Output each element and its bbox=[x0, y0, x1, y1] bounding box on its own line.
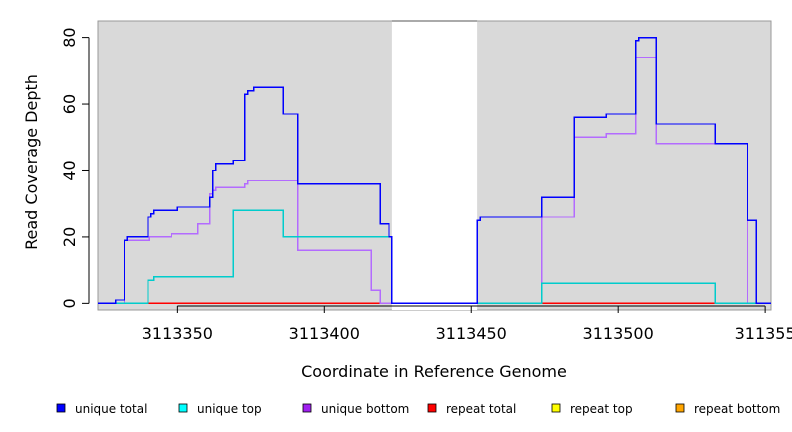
axes-layer: 0 20 40 60 80 3113350 3113400 3113450 3113500 311… bbox=[60, 27, 792, 343]
x-tick-label-3113400: 3113400 bbox=[289, 324, 360, 343]
legend: unique total unique top unique bottom repea… bbox=[56, 402, 780, 416]
y-tick-label-80: 80 bbox=[60, 27, 79, 47]
legend-swatch-repeat-bottom bbox=[675, 403, 685, 413]
y-tick-label-20: 20 bbox=[60, 227, 79, 247]
legend-label-repeat-bottom: repeat bottom bbox=[694, 402, 780, 416]
series-layer bbox=[98, 36, 771, 305]
legend-label-repeat-top: repeat top bbox=[570, 402, 633, 416]
x-tick-label-3113500: 3113500 bbox=[583, 324, 654, 343]
legend-swatch-unique-top bbox=[178, 403, 188, 413]
legend-swatch-repeat-total bbox=[427, 403, 437, 413]
legend-label-unique-top: unique top bbox=[197, 402, 262, 416]
legend-swatch-unique-bottom bbox=[302, 403, 312, 413]
y-tick-label-60: 60 bbox=[60, 94, 79, 114]
x-axis-title: Coordinate in Reference Genome bbox=[301, 362, 567, 381]
series-line-unique-top bbox=[98, 209, 771, 305]
x-tick-label-3113350: 3113350 bbox=[142, 324, 213, 343]
y-axis-title: Read Coverage Depth bbox=[22, 74, 41, 250]
series-line-unique-total bbox=[98, 36, 771, 305]
legend-swatch-repeat-top bbox=[551, 403, 561, 413]
x-tick-label-3113450: 3113450 bbox=[436, 324, 507, 343]
legend-swatch-unique-total bbox=[56, 403, 66, 413]
y-tick-label-40: 40 bbox=[60, 160, 79, 180]
plot-panel bbox=[97, 20, 772, 311]
gap-region bbox=[391, 21, 478, 310]
legend-label-unique-total: unique total bbox=[75, 402, 147, 416]
y-tick-label-0: 0 bbox=[60, 298, 79, 308]
legend-label-unique-bottom: unique bottom bbox=[321, 402, 409, 416]
series-line-unique-bottom bbox=[98, 56, 771, 305]
x-tick-label-3113550: 311355 bbox=[735, 324, 792, 343]
legend-label-repeat-total: repeat total bbox=[446, 402, 516, 416]
